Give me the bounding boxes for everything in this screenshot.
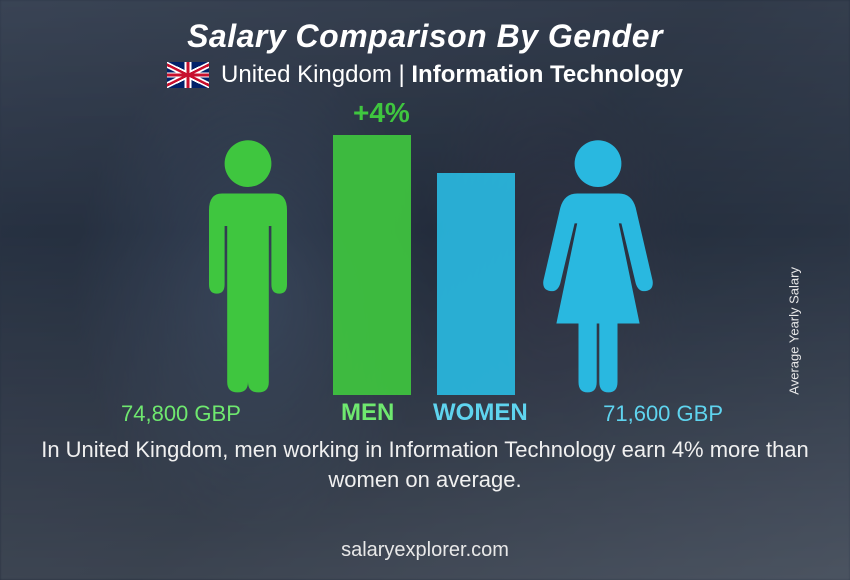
women-salary-value: 71,600 GBP (603, 401, 723, 427)
difference-badge: +4% (353, 97, 410, 129)
uk-flag-icon (167, 62, 209, 88)
bar-men (333, 135, 411, 395)
men-salary-value: 74,800 GBP (121, 401, 241, 427)
summary-text: In United Kingdom, men working in Inform… (35, 435, 815, 494)
women-label: WOMEN (433, 399, 528, 427)
men-label: MEN (341, 399, 394, 427)
y-axis-label: Average Yearly Salary (787, 267, 802, 395)
subtitle-text: United Kingdom | Information Technology (221, 61, 683, 89)
subtitle-row: United Kingdom | Information Technology (167, 61, 683, 89)
male-person-icon (183, 135, 313, 395)
sector-name: Information Technology (411, 61, 683, 88)
female-person-icon (533, 135, 663, 395)
bar-women (437, 173, 515, 395)
salary-chart: +4% 74,800 GBP MEN WOMEN 71,600 GBP Aver… (65, 97, 785, 427)
page-title: Salary Comparison By Gender (187, 18, 663, 55)
source-attribution: salaryexplorer.com (0, 539, 850, 562)
infographic-content: Salary Comparison By Gender United Kingd… (0, 0, 850, 580)
separator: | (392, 61, 412, 88)
country-name: United Kingdom (221, 61, 392, 88)
